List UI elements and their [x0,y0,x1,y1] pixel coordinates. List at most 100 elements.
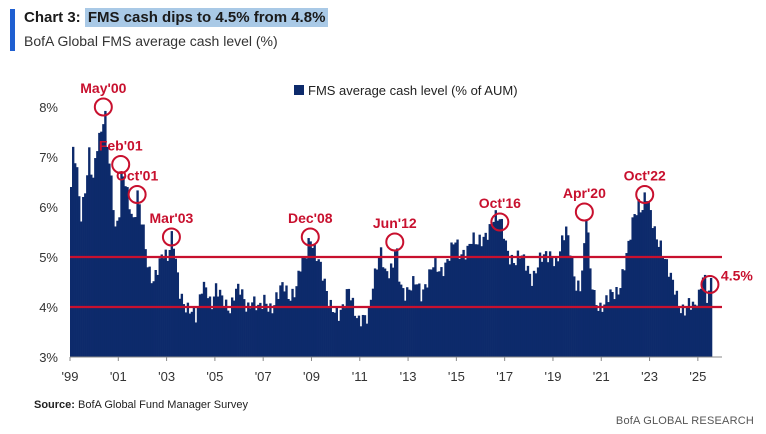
chart-bar [335,307,338,357]
brand-footer: BofA GLOBAL RESEARCH [615,415,754,427]
annotation-circle [490,212,510,232]
annotation-circle [93,97,113,117]
chart-bar [289,300,292,357]
chart-bar [156,274,159,357]
chart-bar [224,299,228,357]
annotation-label: 4.5% [721,268,753,284]
chart-bar [88,147,91,357]
chart-bar [379,247,383,357]
chart-bar [440,267,443,357]
source-label: Source: [34,399,75,411]
chart-bar [154,270,157,357]
source-note: Source: BofA Global Fund Manager Survey [34,399,248,411]
chart-bar [235,288,238,357]
chart-bar [502,238,506,357]
annotation-circle [127,185,147,204]
chart-bar [454,242,457,357]
chart-bar [587,232,590,357]
chart-bar [128,209,131,357]
chart-bar [498,219,501,357]
x-tick-label: '25 [689,369,706,384]
x-tick-label: '09 [303,369,320,384]
chart-bar [293,297,296,357]
chart-bar [299,271,302,357]
chart-bar [337,320,341,357]
chart-bar [581,270,584,357]
annotation-label: Dec'08 [288,210,333,226]
y-tick-label: 3% [39,350,58,365]
chart-bar [609,289,612,357]
chart-bar [695,305,699,357]
chart-bar [383,268,387,357]
chart-bar [697,289,701,357]
chart-bar [494,210,497,357]
chart-bar [239,294,242,357]
chart-bar [291,288,294,357]
chart-bar [124,186,127,357]
chart-bar [351,297,355,357]
chart-bar [623,270,626,357]
chart-bar [194,322,198,357]
chart-bar [190,311,194,357]
chart-bar [643,192,646,357]
chart-bar [655,239,658,357]
chart-bar [363,315,367,357]
chart-bar [635,215,638,357]
chart-bar [647,201,650,357]
chart-bar [202,281,206,357]
annotation-circle [111,155,131,174]
chart-bar [536,267,540,357]
source-text: BofA Global Fund Manager Survey [74,399,249,411]
chart-bar [144,249,147,357]
chart-bar [484,232,487,357]
chart-bar [261,308,264,357]
chart-bar [468,243,471,357]
chart-bar [373,268,377,357]
chart-bar [649,210,652,357]
x-tick-label: '07 [255,369,272,384]
chart-bar [548,251,552,357]
chart-bar [253,296,256,357]
chart-bar [573,276,576,357]
chart-bar [315,261,318,357]
chart-bar [72,146,75,357]
chart-bar [639,212,642,357]
chart-bar [575,290,578,357]
chart-bar [172,248,175,357]
chart-bar [504,240,508,357]
chart-bar [653,226,656,357]
y-tick-label: 8% [39,100,58,115]
chart-bar [176,272,180,357]
chart-bar [430,269,433,357]
chart-bar [307,238,310,357]
chart-bar [96,151,99,357]
chart-bar [675,290,679,357]
chart-bar [178,298,182,357]
chart-bar [448,260,451,357]
annotation-label: Mar'03 [150,210,194,226]
chart-bar [709,277,713,357]
chart-bar [132,217,135,357]
chart-bar [645,201,648,357]
chart-bar [241,289,244,357]
chart-bar [152,281,155,357]
chart-bar [585,220,588,357]
chart-bar [228,313,232,357]
chart-bar [287,298,290,357]
chart-bar [693,304,697,357]
chart-bar [450,242,453,357]
chart-bar [673,294,677,357]
chart-bar [424,284,427,357]
x-tick-label: '15 [448,369,465,384]
chart-bar [74,163,77,357]
annotation-circle [574,202,594,222]
chart-bar [140,224,143,357]
chart-bar [637,199,640,357]
chart-bar [420,301,423,357]
chart-bar [118,217,121,357]
chart-bar [393,251,397,357]
chart-bar [583,243,586,357]
chart-bar [243,299,246,357]
chart-bar [259,302,262,357]
chart-bar [343,308,347,357]
